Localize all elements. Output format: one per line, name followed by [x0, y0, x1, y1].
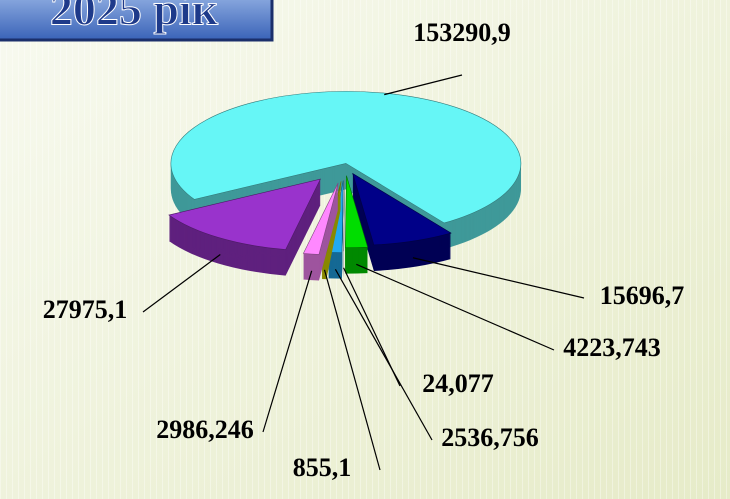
slice	[352, 172, 452, 246]
data-label: 2986,246	[156, 415, 254, 444]
pie	[168, 91, 522, 281]
data-label: 153290,9	[413, 18, 511, 47]
leader-line	[334, 269, 433, 441]
chart-title: 2025 рік	[50, 0, 219, 35]
leader-line	[384, 74, 463, 96]
slice	[345, 175, 369, 248]
title-box	[0, 0, 274, 42]
leader-line	[262, 270, 313, 433]
data-label: 2536,756	[441, 423, 539, 452]
leader-line	[412, 257, 585, 299]
data-label: 4223,743	[563, 333, 661, 362]
slice	[170, 91, 522, 224]
leader-line	[142, 254, 221, 313]
slice	[168, 178, 322, 250]
slice	[302, 182, 339, 255]
data-label: 855,1	[293, 453, 352, 482]
leader-line	[323, 269, 381, 471]
data-label: 15696,7	[600, 281, 685, 310]
leader-line	[356, 263, 555, 351]
slice	[343, 178, 346, 252]
data-label: 24,077	[422, 369, 494, 398]
data-label: 27975,1	[43, 295, 128, 324]
